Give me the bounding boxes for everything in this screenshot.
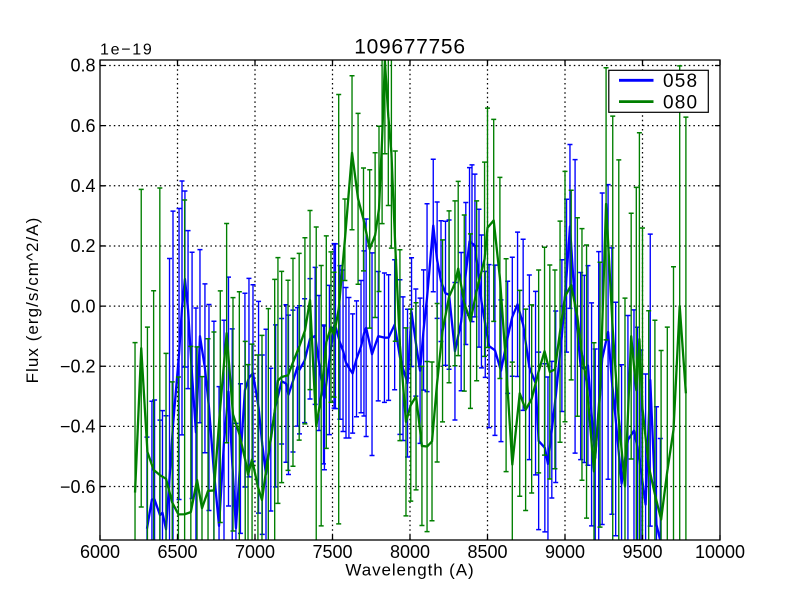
svg-text:0.0: 0.0: [70, 296, 95, 316]
svg-text:0.2: 0.2: [70, 236, 95, 256]
svg-text:0.4: 0.4: [70, 176, 95, 196]
svg-text:8000: 8000: [390, 542, 430, 562]
svg-text:10000: 10000: [695, 542, 745, 562]
svg-text:Wavelength (A): Wavelength (A): [345, 560, 474, 579]
svg-text:058: 058: [663, 71, 698, 92]
svg-text:080: 080: [663, 92, 698, 113]
svg-text:−0.2: −0.2: [60, 356, 96, 376]
svg-text:0.8: 0.8: [70, 56, 95, 76]
svg-text:6500: 6500: [157, 542, 197, 562]
svg-text:109677756: 109677756: [354, 36, 465, 59]
svg-text:7000: 7000: [235, 542, 275, 562]
svg-text:7500: 7500: [312, 542, 352, 562]
svg-text:Flux (erg/s/cm^2/A): Flux (erg/s/cm^2/A): [23, 217, 42, 384]
svg-text:−0.6: −0.6: [60, 477, 96, 497]
svg-text:−0.4: −0.4: [60, 417, 96, 437]
svg-text:8500: 8500: [467, 542, 507, 562]
svg-text:0.6: 0.6: [70, 116, 95, 136]
svg-text:9500: 9500: [622, 542, 662, 562]
svg-text:1e−19: 1e−19: [100, 42, 153, 59]
svg-text:9000: 9000: [545, 542, 585, 562]
svg-text:6000: 6000: [80, 542, 120, 562]
